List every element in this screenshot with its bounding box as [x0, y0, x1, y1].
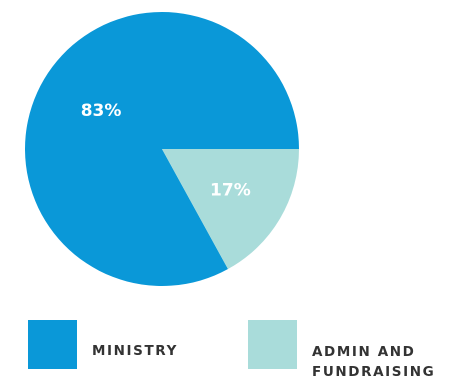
- pie-slice-admin-and-fundraising: [162, 149, 299, 270]
- slice-label-ministry: 83%: [81, 101, 122, 121]
- legend-label-ministry: MINISTRY: [92, 343, 178, 359]
- legend-label-admin-and-fundraising: ADMIN AND FUNDRAISING: [312, 344, 436, 380]
- pie-chart: 83% 17%: [24, 12, 299, 286]
- legend-swatch-ministry: [28, 320, 77, 369]
- slice-label-admin-and-fundraising: 17%: [210, 180, 251, 200]
- legend-swatch-admin-and-fundraising: [248, 320, 297, 369]
